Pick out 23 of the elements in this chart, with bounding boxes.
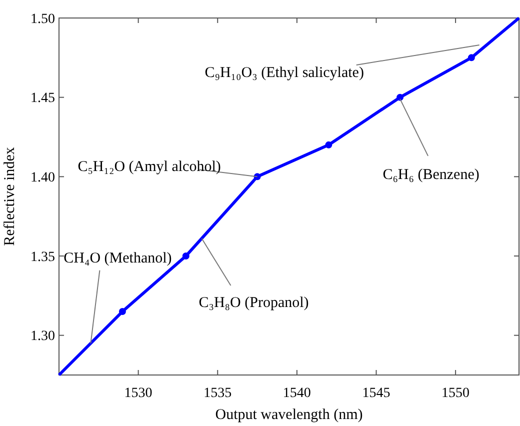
point — [396, 94, 404, 101]
annotation: C₉H₁₀O₃ (Ethyl salicylate) — [204, 65, 364, 82]
annotation: C₆H₆ (Benzene) — [382, 167, 480, 184]
annotation: C₃H₈O (Propanol) — [198, 294, 309, 311]
x-tick-label: 1535 — [204, 386, 232, 401]
y-tick-label: 1.35 — [30, 250, 55, 265]
y-axis-title: Reflective index — [2, 146, 18, 246]
annotation: C₅H₁₂O (Amyl alcohol) — [78, 158, 221, 175]
y-tick-label: 1.45 — [30, 91, 55, 106]
line-series — [58, 16, 520, 376]
x-tick-label: 1550 — [442, 386, 470, 401]
point — [118, 308, 126, 316]
x-tick-label: 1540 — [282, 386, 311, 401]
point — [325, 141, 332, 148]
point — [182, 252, 190, 260]
x-tick-label: 1545 — [362, 386, 390, 401]
x-axis-title: Output wavelength (nm) — [215, 407, 363, 423]
x-tick-label: 1530 — [124, 386, 152, 401]
y-tick-label: 1.40 — [30, 170, 55, 186]
y-tick-label: 1.30 — [30, 329, 55, 344]
y-tick-label: 1.50 — [30, 12, 55, 27]
annotation: CH₄O (Methanol) — [64, 250, 172, 267]
point — [468, 54, 475, 62]
